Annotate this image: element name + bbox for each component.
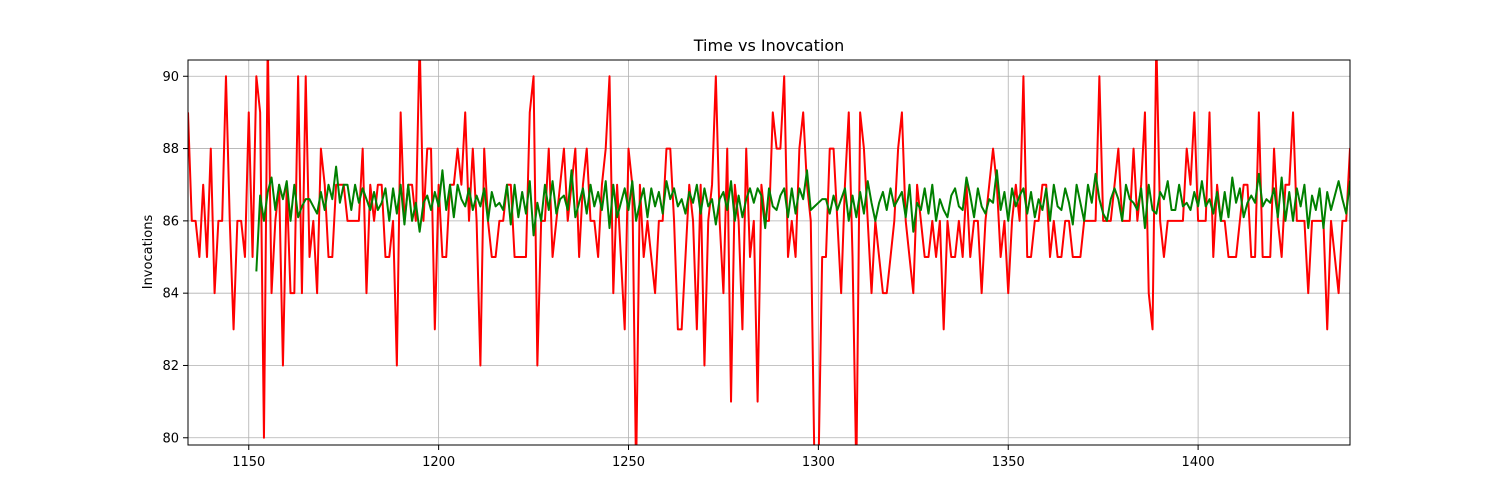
x-tick-label: 1350 <box>992 455 1025 470</box>
x-tick-label: 1300 <box>802 455 835 470</box>
y-axis-label: Invocations <box>141 215 156 290</box>
x-tick-label: 1150 <box>232 455 265 470</box>
y-tick-label: 82 <box>162 359 179 374</box>
y-tick-label: 84 <box>162 287 179 302</box>
chart-title: Time vs Inovcation <box>693 36 845 55</box>
x-tick-label: 1200 <box>422 455 455 470</box>
x-tick-label: 1250 <box>612 455 645 470</box>
y-tick-label: 88 <box>162 142 179 157</box>
series-line-2 <box>255 165 1350 272</box>
x-tick-label: 1400 <box>1182 455 1215 470</box>
y-tick-label: 86 <box>162 214 179 229</box>
y-tick-label: 80 <box>162 431 179 446</box>
y-tick-label: 90 <box>162 70 179 85</box>
x-axis-ticks: 1150 1200 1250 1300 1350 1400 <box>232 445 1215 470</box>
y-axis-ticks: 80 82 84 86 88 90 <box>162 70 188 446</box>
series-layer <box>188 60 1350 445</box>
plot-frame <box>187 59 1351 446</box>
